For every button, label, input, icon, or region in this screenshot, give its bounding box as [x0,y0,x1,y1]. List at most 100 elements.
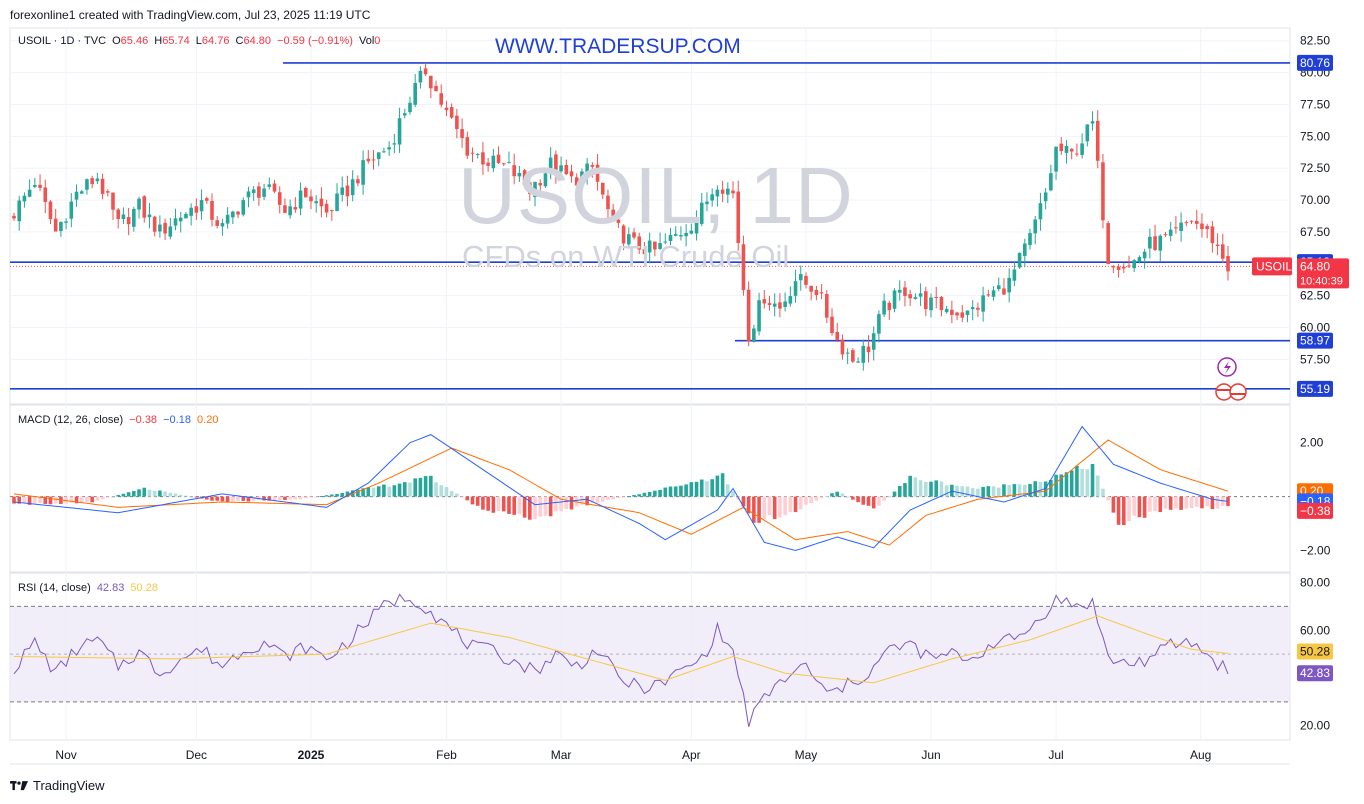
macd-hist-bar [33,496,37,504]
candle-body [1121,266,1126,269]
candle [126,207,131,236]
macd-hist-bar [387,486,391,497]
footer[interactable]: TradingView [10,778,105,793]
macd-hist-bar [606,496,610,500]
candle [142,195,147,223]
candle [429,75,433,99]
candle [757,292,761,336]
macd-hist-bar [330,494,334,497]
candle-body [1106,223,1110,265]
macd-hist-bar [762,496,767,519]
price-legend[interactable]: USOIL · 1D · TVC O65.46 H65.74 L64.76 C6… [18,35,383,47]
macd-hist-bar [720,473,725,497]
watermark-title: USOIL, 1D [458,151,854,240]
candle [303,186,308,198]
candle [246,186,251,208]
macd-hist-bar [632,495,636,497]
candle-body [996,285,1001,290]
candle-body [392,143,397,145]
candle [215,216,220,229]
candle [804,272,808,289]
candle [132,206,136,232]
macd-hist-bar [1153,496,1157,512]
candle-body [882,300,886,315]
candle-body [350,179,355,196]
candle-body [804,275,808,285]
candle-body [95,178,100,182]
macd-hist-bar [267,496,272,501]
price-tick-label: 57.50 [1300,352,1330,366]
candle [908,289,912,306]
macd-hist-bar [715,475,720,497]
macd-hist-bar [210,496,214,501]
candle-body [408,102,412,113]
candle [871,326,876,361]
candle-body [199,200,204,212]
candle-body [1215,244,1220,246]
candle-body [554,154,558,174]
price-tick-label: 77.50 [1300,97,1330,111]
candle-body [1080,143,1084,155]
rsi-legend[interactable]: RSI (14, close) 42.83 50.28 [18,582,161,594]
candle-body [788,296,793,304]
candle [642,242,647,265]
candle [559,156,563,174]
macd-hist-bar [1095,475,1100,497]
macd-hist-bar [163,491,167,497]
macd-hist-bar [1168,496,1173,510]
time-tick-label: Aug [1190,748,1211,762]
symbol-info[interactable]: USOIL · 1D · TVC [18,35,107,47]
macd-hist-bar [913,477,918,497]
candle [199,189,204,220]
macd-hist-bar [793,496,798,513]
candle [423,62,428,77]
candle-body [517,172,522,177]
candle-body [1017,252,1022,268]
macd-hist-bar [1205,496,1209,507]
candle-body [736,191,741,243]
macd-legend[interactable]: MACD (12, 26, close) −0.38 −0.18 0.20 [18,414,221,426]
candle [653,241,657,257]
candle-body [653,241,657,250]
candle-body [1085,124,1090,142]
candle-body [632,232,636,238]
candle-body [694,221,699,234]
candle [1075,143,1079,157]
candle [1028,228,1032,250]
macd-hist-bar [1174,496,1178,509]
candle [257,182,261,206]
candle-body [944,308,949,313]
candle [85,178,89,195]
site-url: WWW.TRADERSUP.COM [495,35,741,58]
macd-tick-label: −2.00 [1300,543,1331,557]
candle-body [27,189,32,197]
macd-hist-bar [1022,484,1027,497]
candle-body [762,299,767,304]
macd-hist-bar [116,495,121,497]
macd-hist-bar [1085,469,1090,497]
macd-line-value: −0.18 [163,414,191,426]
candle [543,171,548,188]
macd-label[interactable]: MACD (12, 26, close) [18,414,124,426]
candle-body [913,297,918,299]
macd-hist-bar [986,486,991,497]
macd-hist-bar [548,496,553,517]
macd-hist-bar [1017,484,1022,497]
candle-body [1028,233,1032,246]
macd-hist-bar [69,496,74,503]
candle [288,199,292,219]
rsi-tick-label: 60.00 [1300,623,1330,637]
candle-body [470,152,475,154]
macd-hist-bar [486,496,490,511]
candle-body [1205,226,1209,230]
candle [402,108,407,119]
macd-hist-bar [705,481,709,497]
low-label: L [195,35,202,47]
candle-body [152,216,157,232]
rsi-label[interactable]: RSI (14, close) [18,582,91,594]
macd-hist-bar [272,496,277,501]
macd-hist-bar [184,495,188,497]
low-value: 64.76 [201,35,230,47]
candle-body [673,234,678,236]
